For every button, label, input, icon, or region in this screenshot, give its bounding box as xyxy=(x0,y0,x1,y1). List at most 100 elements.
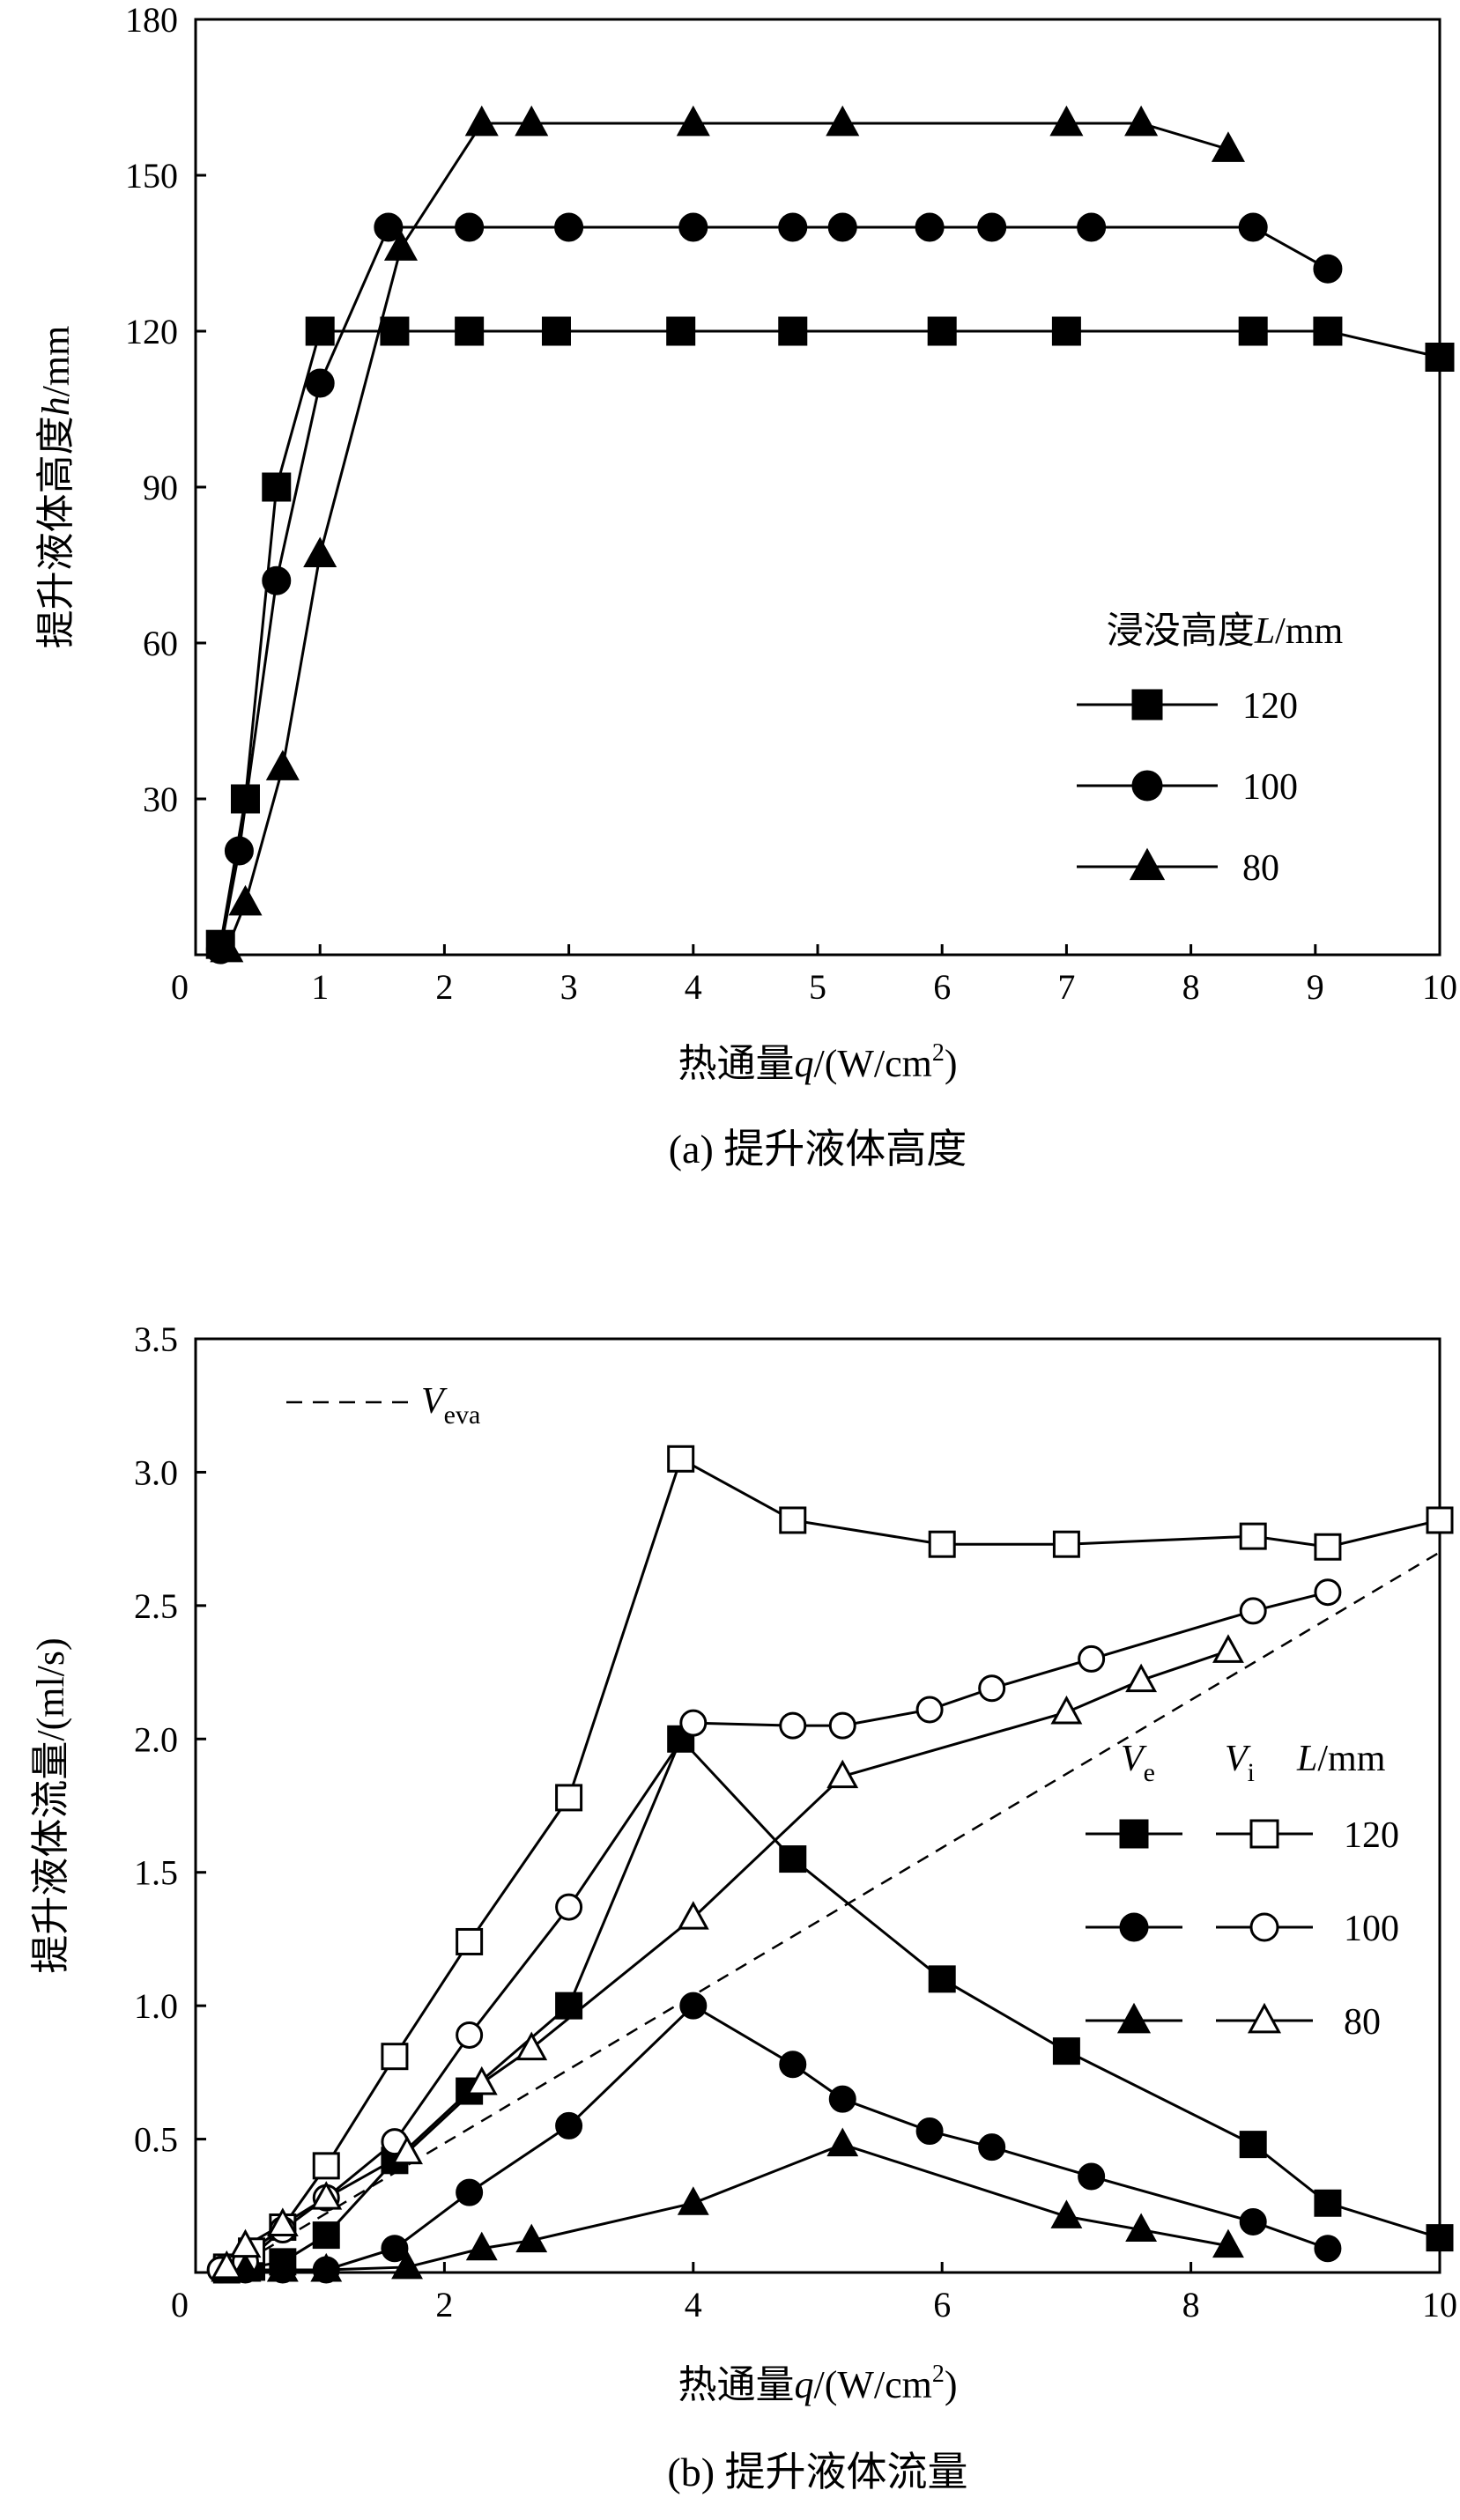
y-tick-label: 3.5 xyxy=(134,1319,178,1359)
data-point-80-ve xyxy=(515,2223,548,2253)
y-tick-label: 120 xyxy=(125,312,178,351)
data-point-80-ve xyxy=(465,2231,498,2261)
x-tick-label: 10 xyxy=(1422,967,1457,1007)
data-point-120 xyxy=(1425,343,1455,372)
data-point-100 xyxy=(305,368,335,398)
x-tick-label: 2 xyxy=(435,967,453,1007)
data-point-120-ve xyxy=(928,1965,956,1993)
data-point-120-ve xyxy=(555,1992,583,2020)
legend-marker-vi-80 xyxy=(1247,2002,1282,2034)
data-point-80 xyxy=(676,105,710,137)
y-tick-label: 1.5 xyxy=(134,1853,178,1893)
x-tick-label: 4 xyxy=(685,2285,702,2324)
x-tick-label: 5 xyxy=(809,967,826,1007)
chart-b-y-axis-label: 提升液体流量/(ml/s) xyxy=(29,1637,72,1973)
data-point-80-ve xyxy=(1212,2228,1244,2258)
y-tick-label: 2.0 xyxy=(134,1719,178,1759)
x-tick-label: 7 xyxy=(1057,967,1075,1007)
data-point-120-ve xyxy=(1239,2131,1267,2159)
data-point-120 xyxy=(230,784,260,814)
y-tick-label: 180 xyxy=(125,0,178,40)
data-point-100 xyxy=(977,212,1007,242)
data-point-100-ve xyxy=(779,2051,807,2079)
data-point-80 xyxy=(826,105,860,137)
data-point-80-vi xyxy=(1125,1663,1158,1693)
y-tick-label: 30 xyxy=(143,780,178,819)
data-point-100-ve xyxy=(1078,2162,1106,2191)
chart-a-x-axis-label: 热通量q/(W/cm2​) xyxy=(678,1039,957,1085)
legend-marker-ve-120 xyxy=(1119,1819,1149,1849)
y-tick-label: 60 xyxy=(143,624,178,663)
y-tick-label: 1.0 xyxy=(134,1986,178,2026)
data-point-100-ve xyxy=(456,2178,484,2206)
data-point-120-ve xyxy=(1052,2037,1080,2066)
data-point-80-vi xyxy=(677,1901,709,1930)
data-point-120-ve xyxy=(779,1845,807,1873)
x-tick-label: 3 xyxy=(560,967,578,1007)
legend-marker-ve-80 xyxy=(1116,2002,1152,2034)
data-point-80-vi xyxy=(465,2066,498,2095)
data-point-80 xyxy=(1124,105,1159,137)
data-point-120 xyxy=(305,316,335,346)
data-point-100 xyxy=(827,212,857,242)
y-tick-label: 90 xyxy=(143,468,178,507)
data-point-120 xyxy=(1313,316,1343,346)
data-point-100-vi xyxy=(828,1711,856,1740)
y-tick-label: 2.5 xyxy=(134,1586,178,1626)
data-point-120-vi xyxy=(456,1927,484,1955)
data-point-80-ve xyxy=(1125,2213,1158,2243)
data-point-80-vi xyxy=(826,1759,859,1789)
chart-b-caption: (b) 提升液体流量 xyxy=(667,2450,967,2494)
chart-b-plot-frame xyxy=(194,1337,1441,2274)
data-point-120 xyxy=(778,316,808,346)
data-point-120-vi xyxy=(312,2152,340,2180)
x-tick-label: 9 xyxy=(1307,967,1324,1007)
data-point-100-vi xyxy=(456,2021,484,2049)
chart-b-series xyxy=(206,1445,1454,2284)
data-point-100 xyxy=(554,212,584,242)
data-point-120 xyxy=(1051,316,1081,346)
data-point-100-ve xyxy=(1314,2235,1342,2263)
data-point-80-ve xyxy=(391,2250,423,2280)
data-point-120 xyxy=(1238,316,1268,346)
data-point-100-ve xyxy=(828,2085,856,2113)
chart-b-veva-line xyxy=(226,1551,1441,2274)
chart-a-caption: (a) 提升液体高度 xyxy=(669,1127,967,1171)
data-point-120-vi xyxy=(1426,1506,1454,1534)
y-tick-label: 150 xyxy=(125,156,178,196)
chart-b-legend: Ve Vi L/mm 120 100 80 xyxy=(1086,1739,1399,2043)
data-point-100-vi xyxy=(1314,1578,1342,1607)
data-point-80 xyxy=(1049,105,1084,137)
data-point-120 xyxy=(455,316,485,346)
data-point-80 xyxy=(464,105,499,137)
chart-b: 0 2 4 6 8 10 0.5 1.0 1.5 2.0 2.5 3.0 3.5 Veva 热通量q/(… xyxy=(29,1319,1457,2494)
data-point-100-vi xyxy=(679,1709,708,1737)
data-point-80-vi xyxy=(229,2228,262,2258)
x-tick-label: 0 xyxy=(171,967,189,1007)
data-point-80-vi xyxy=(391,2135,423,2165)
legend-label-100: 100 xyxy=(1242,767,1298,808)
chart-a-ticks: 0 1 2 3 4 5 6 7 8 9 10 30 60 90 120 150 180 xyxy=(125,0,1457,1007)
data-point-120 xyxy=(380,316,410,346)
data-point-80-vi xyxy=(211,2250,243,2280)
data-point-100-vi xyxy=(1239,1597,1267,1625)
data-point-120-vi xyxy=(779,1506,807,1534)
legend-label-80: 80 xyxy=(1344,2002,1381,2043)
data-point-100-vi xyxy=(555,1893,583,1921)
legend-marker-120 xyxy=(1131,689,1163,721)
chart-b-x-axis-label: 热通量q/(W/cm2​) xyxy=(678,2361,957,2406)
data-point-80 xyxy=(383,230,419,261)
y-tick-label: 0.5 xyxy=(134,2120,178,2160)
data-point-100-vi xyxy=(915,1696,944,1724)
data-point-100-ve xyxy=(555,2111,583,2139)
data-point-80 xyxy=(265,750,300,780)
data-point-100-ve xyxy=(1239,2207,1267,2235)
data-point-100-vi xyxy=(779,1711,807,1740)
legend-unit-header: L/mm xyxy=(1296,1739,1386,1779)
x-tick-label: 8 xyxy=(1182,967,1200,1007)
legend-marker-80 xyxy=(1129,847,1166,881)
data-point-80-vi xyxy=(310,2181,343,2210)
data-point-100-ve xyxy=(915,2117,944,2145)
data-point-120-vi xyxy=(1314,1533,1342,1561)
legend-label-120: 120 xyxy=(1344,1815,1399,1856)
